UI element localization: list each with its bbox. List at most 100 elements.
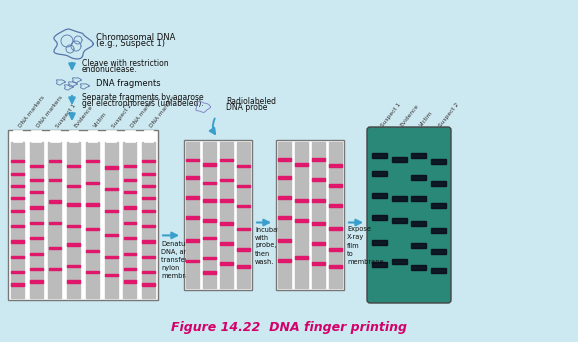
Text: gel electrophoresis (unlabeled).: gel electrophoresis (unlabeled). — [82, 100, 204, 108]
Bar — [105, 167, 117, 169]
Bar — [11, 284, 24, 286]
Text: Separate fragments by agarose: Separate fragments by agarose — [82, 93, 203, 103]
Bar — [279, 175, 291, 179]
Text: Cleave with restriction: Cleave with restriction — [82, 60, 169, 68]
Bar — [88, 130, 97, 142]
Bar — [203, 219, 216, 222]
Bar — [392, 157, 406, 162]
Bar — [11, 210, 24, 212]
Bar — [67, 280, 80, 282]
Bar — [220, 262, 232, 265]
Bar — [105, 142, 118, 298]
Bar — [11, 225, 24, 227]
Bar — [220, 179, 232, 182]
Bar — [203, 182, 216, 184]
Bar — [431, 268, 446, 273]
Bar — [67, 265, 80, 267]
Text: Suspect 2: Suspect 2 — [111, 103, 133, 129]
Text: Victim: Victim — [92, 111, 108, 129]
Bar — [186, 239, 199, 242]
Bar — [279, 259, 291, 262]
Bar — [67, 203, 80, 206]
Text: Figure 14.22  DNA finger printing: Figure 14.22 DNA finger printing — [171, 321, 407, 334]
Bar — [50, 130, 60, 142]
Bar — [220, 222, 232, 225]
Bar — [279, 158, 291, 161]
Bar — [392, 259, 406, 264]
Bar — [105, 234, 117, 236]
Bar — [142, 240, 155, 242]
Bar — [237, 142, 250, 288]
Text: Chromosomal DNA: Chromosomal DNA — [96, 32, 175, 41]
Bar — [49, 142, 61, 298]
Bar — [279, 239, 291, 242]
Bar — [86, 228, 99, 230]
Bar — [11, 197, 24, 199]
Bar — [329, 265, 342, 268]
Bar — [295, 142, 308, 288]
Bar — [431, 203, 446, 208]
Text: DNA markers: DNA markers — [149, 95, 176, 129]
Bar — [11, 271, 24, 273]
Bar — [220, 159, 232, 161]
Bar — [124, 237, 136, 239]
Bar — [412, 196, 426, 201]
Bar — [372, 171, 387, 176]
Bar — [105, 274, 117, 276]
Bar — [392, 196, 406, 201]
Bar — [238, 265, 250, 268]
Bar — [312, 179, 325, 182]
Bar — [11, 185, 24, 187]
Bar — [29, 165, 43, 167]
Text: Incubate
with
probe,
then
wash.: Incubate with probe, then wash. — [255, 226, 284, 264]
Bar — [203, 199, 216, 201]
Bar — [372, 240, 387, 245]
Bar — [67, 185, 80, 187]
Bar — [124, 165, 136, 167]
Bar — [29, 222, 43, 224]
Bar — [238, 228, 250, 231]
Bar — [67, 225, 80, 227]
Bar — [431, 249, 446, 254]
Bar — [86, 203, 99, 206]
Bar — [278, 142, 291, 288]
Bar — [372, 262, 387, 267]
Bar — [49, 200, 61, 202]
Bar — [186, 159, 199, 161]
Bar — [124, 268, 136, 270]
Bar — [392, 218, 406, 223]
Text: Suspect 2: Suspect 2 — [438, 102, 460, 128]
Bar — [142, 142, 155, 298]
Bar — [124, 207, 136, 209]
Bar — [67, 244, 80, 246]
Bar — [142, 256, 155, 258]
Bar — [124, 191, 136, 193]
Bar — [312, 199, 325, 201]
Bar — [412, 243, 426, 248]
Bar — [67, 142, 80, 298]
Bar — [142, 185, 155, 187]
Bar — [184, 140, 252, 290]
FancyBboxPatch shape — [367, 127, 451, 303]
Bar — [123, 142, 136, 298]
Bar — [29, 179, 43, 181]
Bar — [13, 130, 22, 142]
Text: Suspect 1: Suspect 1 — [380, 102, 402, 128]
Bar — [295, 199, 307, 201]
Bar — [186, 260, 199, 262]
Bar — [312, 242, 325, 245]
Bar — [220, 142, 233, 288]
Bar — [29, 253, 43, 255]
Bar — [295, 162, 307, 166]
Text: DNA fragments: DNA fragments — [96, 79, 161, 88]
Bar — [86, 182, 99, 184]
Text: (e.g., Suspect 1): (e.g., Suspect 1) — [96, 39, 165, 49]
Bar — [105, 188, 117, 190]
Bar — [49, 222, 61, 224]
Bar — [31, 130, 41, 142]
Bar — [8, 130, 158, 300]
Bar — [142, 173, 155, 175]
Bar — [329, 184, 342, 187]
Bar — [142, 160, 155, 162]
Bar — [11, 256, 24, 258]
